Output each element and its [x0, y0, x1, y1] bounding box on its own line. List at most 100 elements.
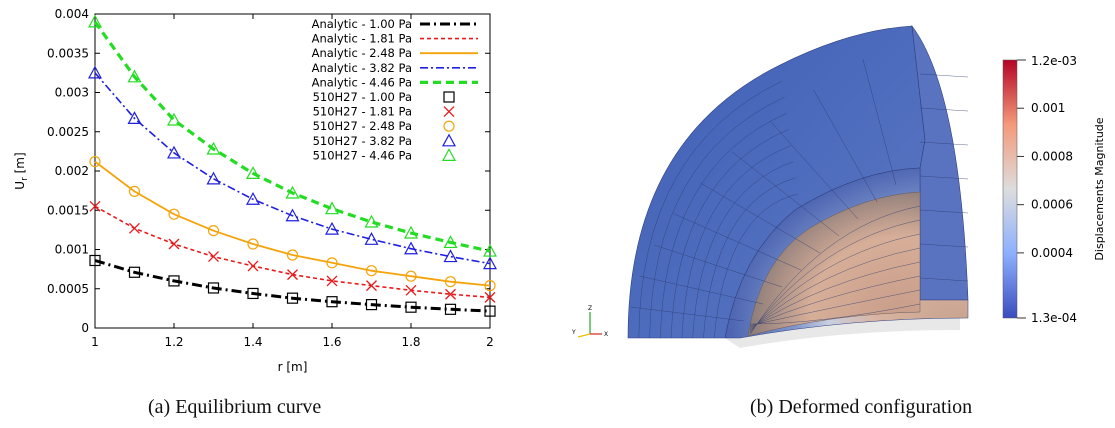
- inner-surface: [747, 191, 921, 337]
- mesh-line: [862, 58, 897, 186]
- data-point-triangle: [364, 214, 379, 228]
- colorbar-tick-label: 0.0004: [1031, 246, 1073, 260]
- y-tick-label: 0.002: [55, 164, 89, 178]
- mesh-line: [813, 89, 878, 203]
- legend-label: 510H27 - 4.46 Pa: [313, 148, 412, 162]
- series-marker: [87, 14, 498, 257]
- series-marker: [89, 254, 496, 317]
- legend-label: Analytic - 1.81 Pa: [312, 32, 412, 46]
- data-point-x: [484, 291, 496, 303]
- data-point-square: [207, 282, 220, 294]
- orientation-axes: Z X Y: [571, 305, 608, 338]
- data-point-triangle: [245, 166, 261, 179]
- caption-b: (b) Deformed configuration: [750, 396, 973, 418]
- x-tick-label: 2: [486, 335, 494, 349]
- mesh-line: [638, 80, 783, 339]
- series-layer: [87, 14, 498, 317]
- axis-x-label: X: [604, 331, 608, 338]
- legend-label: Analytic - 3.82 Pa: [312, 61, 412, 75]
- mesh-line: [749, 289, 921, 326]
- data-point-square: [286, 292, 299, 304]
- plot-area: [94, 13, 491, 329]
- series-line: [94, 72, 491, 265]
- y-tick-label: 0.0005: [47, 282, 89, 296]
- data-point-circle: [286, 249, 299, 261]
- data-point-x: [89, 200, 101, 212]
- legend-label: 510H27 - 3.82 Pa: [313, 134, 412, 148]
- data-point-x: [208, 251, 219, 263]
- mesh-line: [660, 113, 787, 339]
- colorbar-min-label: 1.3e-04: [1031, 311, 1077, 325]
- mesh-line: [713, 193, 798, 339]
- y-axis-label: Ur [m]: [13, 152, 30, 189]
- data-point-triangle: [166, 145, 182, 159]
- data-point-triangle: [206, 141, 221, 155]
- x-tick-label: 1: [91, 335, 99, 349]
- mesh-line: [749, 275, 921, 328]
- y-tick-label: 0: [81, 321, 89, 335]
- data-point-triangle: [206, 171, 221, 185]
- mesh-line: [700, 182, 821, 254]
- data-point-circle: [247, 238, 259, 250]
- mesh-line: [749, 205, 921, 335]
- x-tick-label: 1.2: [164, 335, 183, 349]
- colorbar-gradient: [1002, 59, 1018, 319]
- mesh-line: [919, 243, 969, 248]
- series-line: [94, 72, 491, 265]
- data-point-circle: [444, 276, 457, 288]
- deformed-configuration-render: Z X Y 0.0004 0.0006 0.0008 0.001 1.2e-03 1.…: [571, 24, 1106, 348]
- mesh-line: [919, 175, 969, 180]
- data-point-x: [129, 222, 140, 234]
- mesh-line: [919, 209, 969, 214]
- mesh-line: [919, 107, 969, 112]
- data-point-circle: [168, 208, 180, 220]
- data-point-triangle: [482, 256, 498, 270]
- y-tick-label: 0.003: [55, 86, 89, 100]
- legend-label: Analytic - 4.46 Pa: [312, 75, 412, 89]
- x-tick-label: 1.4: [243, 335, 262, 349]
- data-point-triangle: [441, 148, 457, 161]
- mesh-line: [769, 120, 859, 220]
- data-point-triangle: [443, 249, 458, 263]
- data-point-circle: [443, 120, 455, 132]
- data-point-square: [326, 296, 338, 308]
- data-point-square: [443, 91, 455, 103]
- data-point-circle: [89, 155, 101, 168]
- data-point-triangle: [364, 232, 379, 245]
- mesh-line: [749, 219, 921, 334]
- data-point-x: [168, 238, 180, 250]
- mesh-line: [919, 141, 969, 146]
- data-point-triangle: [403, 225, 419, 239]
- y-axis-label-main: U: [13, 181, 27, 190]
- axis-y-label: Y: [571, 329, 576, 336]
- data-point-circle: [405, 270, 417, 282]
- series-line: [93, 20, 491, 253]
- data-point-square: [168, 275, 180, 287]
- mesh-line: [670, 129, 789, 339]
- data-point-x: [445, 288, 456, 300]
- legend-label: 510H27 - 2.48 Pa: [313, 119, 412, 133]
- x-axis-label: r [m]: [278, 360, 308, 374]
- data-point-triangle: [245, 192, 261, 205]
- data-point-triangle: [87, 14, 103, 28]
- legend-label: Analytic - 2.48 Pa: [312, 46, 412, 60]
- y-axis-label-unit: [m]: [13, 152, 27, 177]
- legend-label: 510H27 - 1.00 Pa: [313, 90, 412, 104]
- data-point-x: [326, 275, 338, 287]
- mesh-line: [630, 306, 745, 322]
- mesh-line: [654, 244, 783, 288]
- equilibrium-chart: 0 0.0005 0.001 0.0015 0.002 0.0025 0.003 0.0035…: [13, 7, 498, 374]
- data-point-circle: [484, 280, 496, 292]
- y-tick-label: 0.0025: [47, 125, 89, 139]
- mesh-line: [749, 247, 921, 331]
- colorbar-title: Displacements Magnitude: [1093, 117, 1106, 260]
- data-point-circle: [365, 265, 378, 277]
- x-tick-label: 1.6: [322, 335, 341, 349]
- data-point-x: [443, 106, 455, 118]
- legend-label: 510H27 - 1.81 Pa: [313, 105, 412, 119]
- series-marker: [89, 200, 496, 303]
- data-point-square: [128, 266, 141, 278]
